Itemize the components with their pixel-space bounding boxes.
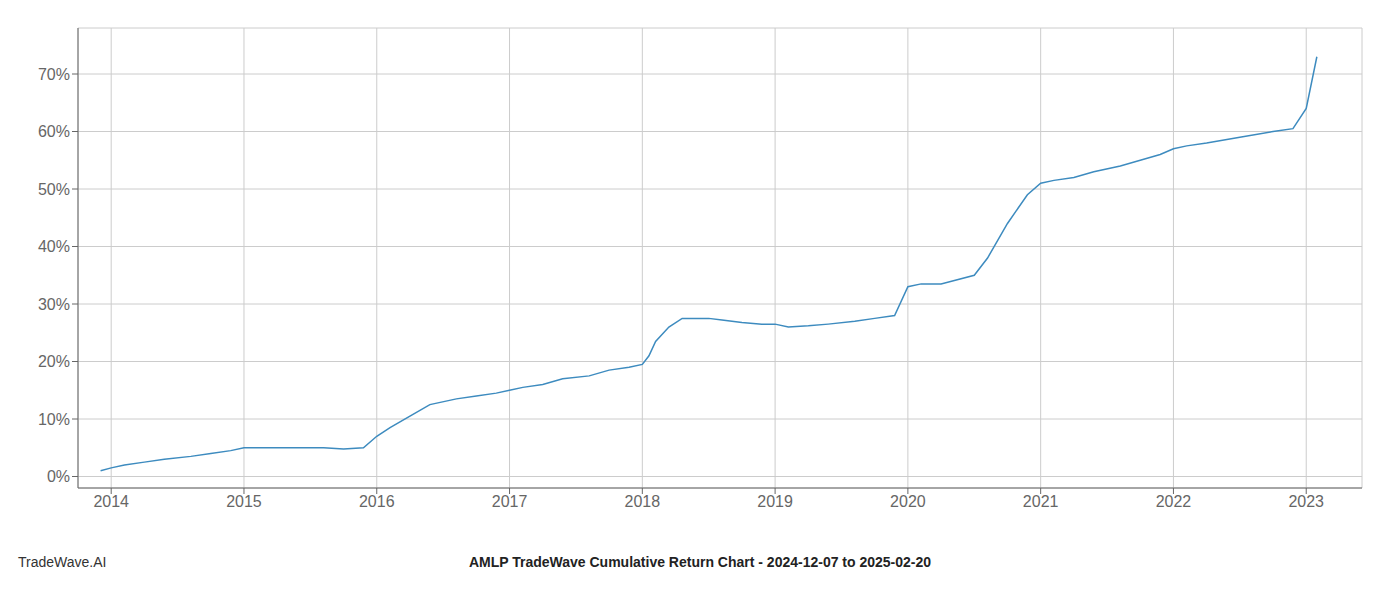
svg-text:10%: 10%	[38, 411, 70, 428]
svg-text:2018: 2018	[625, 493, 661, 510]
svg-text:60%: 60%	[38, 123, 70, 140]
svg-text:2014: 2014	[93, 493, 129, 510]
svg-text:0%: 0%	[47, 468, 70, 485]
svg-text:2016: 2016	[359, 493, 395, 510]
svg-text:2020: 2020	[890, 493, 926, 510]
svg-text:2023: 2023	[1288, 493, 1324, 510]
svg-text:40%: 40%	[38, 238, 70, 255]
svg-text:50%: 50%	[38, 181, 70, 198]
svg-text:2017: 2017	[492, 493, 528, 510]
svg-text:2019: 2019	[757, 493, 793, 510]
svg-text:2022: 2022	[1156, 493, 1192, 510]
svg-text:30%: 30%	[38, 296, 70, 313]
svg-text:2021: 2021	[1023, 493, 1059, 510]
svg-text:20%: 20%	[38, 353, 70, 370]
html-text:AMLP TradeWave Cumulative Retu: AMLP TradeWave Cumulative Return Chart -…	[468, 554, 932, 570]
svg-text:2015: 2015	[226, 493, 262, 510]
svg-text:70%: 70%	[38, 66, 70, 83]
html-text:TradeWave.AI: TradeWave.AI	[18, 554, 107, 570]
